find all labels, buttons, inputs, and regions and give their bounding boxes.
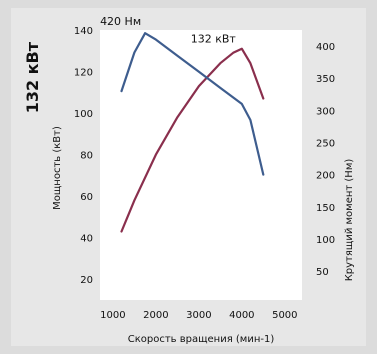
y-left-tick-label: 100 <box>74 109 93 120</box>
y-left-tick-label: 120 <box>74 68 93 79</box>
x-tick-label: 1000 <box>100 310 125 321</box>
x-tick-label: 5000 <box>272 310 297 321</box>
y-right-tick-label: 400 <box>316 42 335 53</box>
y-axis-right: 50 100 150 200 250 300 350 400 <box>316 42 335 278</box>
y-left-tick-label: 140 <box>74 26 93 37</box>
y-left-tick-label: 80 <box>80 151 93 162</box>
y-left-tick-label: 60 <box>80 192 93 203</box>
x-axis-label: Скорость вращения (мин-1) <box>128 334 275 345</box>
power-peak-label: 132 кВт <box>191 33 237 46</box>
y-right-tick-label: 300 <box>316 106 335 117</box>
y-right-tick-label: 50 <box>316 267 329 278</box>
x-axis: 1000 2000 3000 4000 5000 <box>100 310 297 321</box>
y-right-tick-label: 250 <box>316 139 335 150</box>
x-tick-label: 4000 <box>229 310 254 321</box>
y-left-tick-label: 20 <box>80 275 93 286</box>
plot-area <box>100 30 302 300</box>
torque-line <box>120 32 265 176</box>
y-left-axis-label: Мощность (кВт) <box>52 126 63 210</box>
series-layer: 132 кВт 420 Нм <box>100 15 265 233</box>
power-line <box>120 47 265 233</box>
y-left-tick-label: 40 <box>80 234 93 245</box>
y-right-tick-label: 100 <box>316 235 335 246</box>
y-right-tick-label: 150 <box>316 203 335 214</box>
x-tick-label: 2000 <box>143 310 168 321</box>
y-right-axis-label: Крутящий момент (Нм) <box>344 159 355 282</box>
y-right-tick-label: 200 <box>316 171 335 182</box>
headline-value: 132 кВт <box>23 41 42 113</box>
x-tick-label: 3000 <box>186 310 211 321</box>
y-right-tick-label: 350 <box>316 74 335 85</box>
y-axis-left: 20 40 60 80 100 120 140 <box>74 26 93 286</box>
torque-peak-label: 420 Нм <box>100 15 141 28</box>
